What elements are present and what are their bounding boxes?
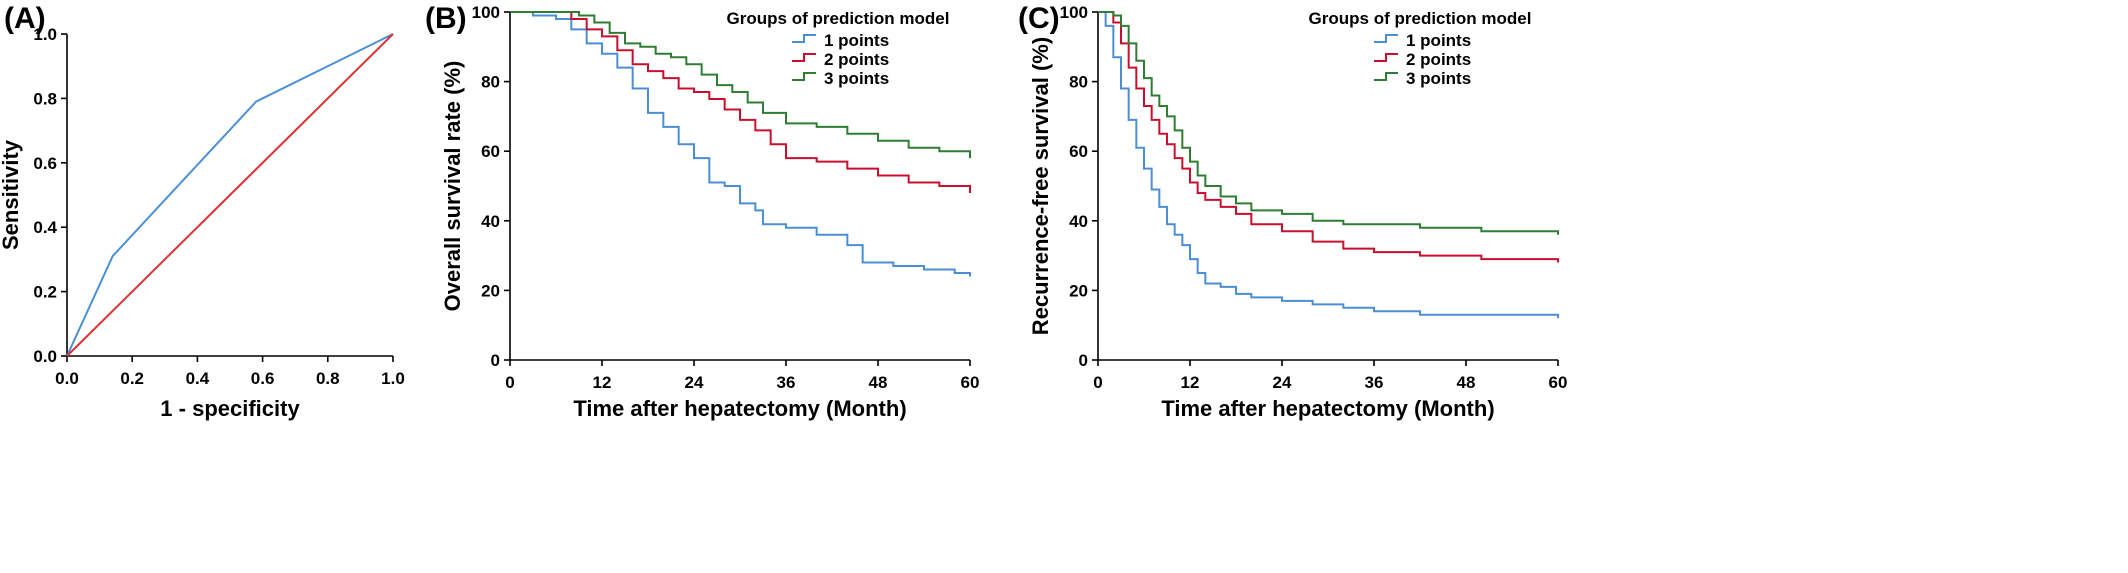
legend-swatch (1374, 34, 1398, 43)
x-tick-label: 0.4 (186, 369, 210, 388)
series-line-1-points (1098, 11, 1559, 319)
x-tick-label: 0 (1093, 373, 1102, 392)
y-tick-label: 20 (1069, 281, 1088, 300)
y-axis-title: Sensitivity (0, 139, 23, 250)
x-tick-label: 1.0 (381, 369, 405, 388)
legend-label: 3 points (824, 69, 889, 88)
chart-panel-b: (B) 0 12 24 36 48 60 0 20 40 60 80 100 Time after hep… (425, 2, 979, 421)
legend-swatch (1374, 72, 1398, 81)
x-tick-label: 12 (593, 373, 612, 392)
y-tick-label: 40 (1069, 212, 1088, 231)
series-line-2-points (510, 11, 971, 193)
y-tick-label: 60 (481, 142, 500, 161)
legend-label: 2 points (824, 50, 889, 69)
legend-label: 1 points (1406, 31, 1471, 50)
legend-swatch (792, 53, 816, 62)
series-line-3-points (1098, 11, 1559, 235)
y-tick-label: 40 (481, 212, 500, 231)
x-tick-label: 60 (961, 373, 980, 392)
x-tick-label: 36 (1365, 373, 1384, 392)
y-tick-label: 0.6 (33, 154, 57, 173)
legend-swatch (792, 34, 816, 43)
legend-label: 1 points (824, 31, 889, 50)
legend-label: 3 points (1406, 69, 1471, 88)
x-tick-label: 0.2 (120, 369, 144, 388)
series-line-3-points (510, 11, 971, 159)
y-tick-label: 60 (1069, 142, 1088, 161)
legend-label: 2 points (1406, 50, 1471, 69)
y-tick-label: 0 (1079, 351, 1088, 370)
panel-label: (A) (4, 2, 46, 35)
y-tick-label: 80 (1069, 73, 1088, 92)
y-tick-label: 100 (472, 3, 500, 22)
x-axis-title: Time after hepatectomy (Month) (1161, 396, 1494, 421)
chart-panel-c: (C) 0 12 24 36 48 60 0 20 40 60 80 100 Time after hep… (1018, 2, 1567, 421)
x-tick-label: 24 (1273, 373, 1292, 392)
x-tick-label: 0.8 (316, 369, 340, 388)
legend-title: Groups of prediction model (727, 9, 950, 28)
x-tick-label: 0 (505, 373, 514, 392)
legend-title: Groups of prediction model (1309, 9, 1532, 28)
panel-label: (C) (1018, 2, 1060, 35)
y-tick-label: 1.0 (33, 25, 57, 44)
series-line-1-points (510, 11, 971, 277)
series-line-1 (66, 33, 394, 357)
x-axis-title: 1 - specificity (160, 396, 300, 421)
legend-swatch (1374, 53, 1398, 62)
x-tick-label: 48 (869, 373, 888, 392)
y-tick-label: 80 (481, 73, 500, 92)
y-tick-label: 0.8 (33, 89, 57, 108)
x-tick-label: 0.6 (251, 369, 275, 388)
y-tick-label: 20 (481, 281, 500, 300)
chart-panel-a: (A) 0.0 0.2 0.4 0.6 0.8 1.0 0.0 0.2 0.4 0.6 0.8 1.0 1… (0, 2, 405, 421)
y-axis-title: Recurrence-free survival (%) (1028, 37, 1053, 335)
x-tick-label: 36 (777, 373, 796, 392)
x-tick-label: 12 (1181, 373, 1200, 392)
y-tick-label: 100 (1060, 3, 1088, 22)
x-tick-label: 60 (1549, 373, 1568, 392)
series-line-2 (66, 33, 394, 357)
x-tick-label: 24 (685, 373, 704, 392)
x-axis-title: Time after hepatectomy (Month) (573, 396, 906, 421)
y-axis-title: Overall survival rate (%) (440, 61, 465, 312)
y-tick-label: 0.4 (33, 218, 57, 237)
y-tick-label: 0 (491, 351, 500, 370)
x-tick-label: 0.0 (55, 369, 79, 388)
panel-label: (B) (425, 2, 467, 35)
y-tick-label: 0.0 (33, 347, 57, 366)
y-tick-label: 0.2 (33, 283, 57, 302)
series-line-2-points (1098, 11, 1559, 263)
x-tick-label: 48 (1457, 373, 1476, 392)
legend-swatch (792, 72, 816, 81)
